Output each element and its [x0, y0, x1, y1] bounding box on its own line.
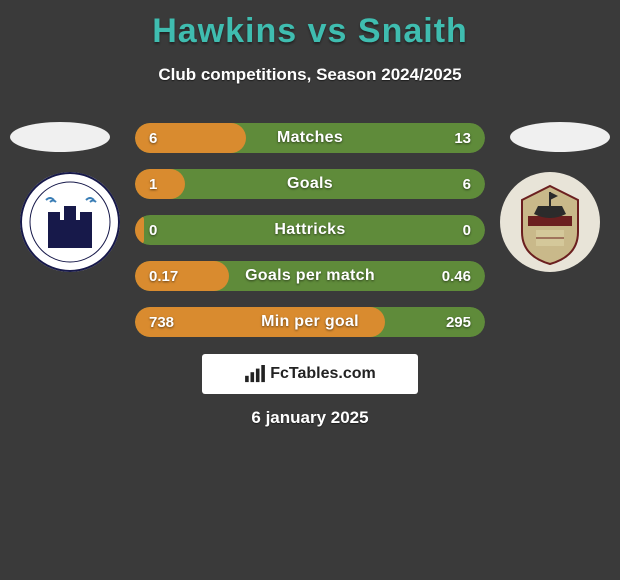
stat-row: 738295Min per goal — [135, 307, 485, 337]
stat-label: Goals per match — [135, 261, 485, 291]
stat-row: 613Matches — [135, 123, 485, 153]
player1-name: Hawkins — [152, 12, 297, 50]
subtitle: Club competitions, Season 2024/2025 — [0, 65, 620, 85]
stat-label: Min per goal — [135, 307, 485, 337]
stat-row: 00Hattricks — [135, 215, 485, 245]
title-vs: vs — [308, 12, 348, 50]
title: Hawkins vs Snaith — [0, 0, 620, 51]
comparison-card: Hawkins vs Snaith Club competitions, Sea… — [0, 0, 620, 580]
stat-label: Matches — [135, 123, 485, 153]
stat-label: Hattricks — [135, 215, 485, 245]
stat-bars: 613Matches 16Goals 00Hattricks 0.170.46Goal… — [135, 123, 485, 353]
player2-name: Snaith — [358, 12, 468, 50]
stat-row: 0.170.46Goals per match — [135, 261, 485, 291]
haverfordwest-crest-icon — [20, 172, 120, 272]
stat-row: 16Goals — [135, 169, 485, 199]
crest-right — [500, 172, 600, 272]
flag-left — [10, 122, 110, 152]
footer-date: 6 january 2025 — [0, 408, 620, 428]
brand-text: FcTables.com — [270, 365, 376, 383]
crest-left — [20, 172, 120, 272]
stat-label: Goals — [135, 169, 485, 199]
brand-box: FcTables.com — [202, 354, 418, 394]
ship-crest-icon — [500, 172, 600, 272]
flag-right — [510, 122, 610, 152]
bar-chart-icon — [244, 365, 266, 383]
